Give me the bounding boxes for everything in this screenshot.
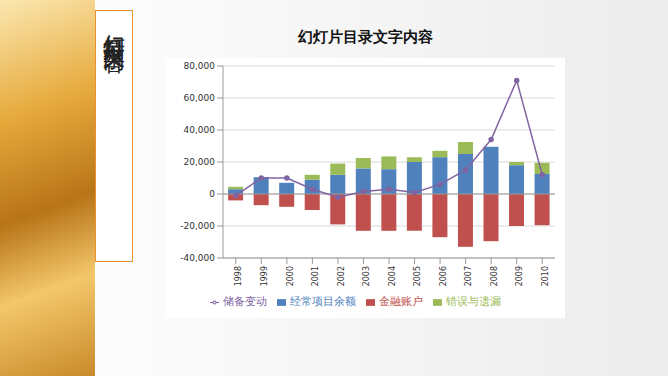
- html-text:储备变动: 储备变动: [222, 295, 267, 308]
- svg-text:2009: 2009: [515, 266, 524, 286]
- svg-text:2006: 2006: [439, 266, 448, 286]
- html-text:幻灯片目录文字内容: 幻灯片目录文字内容: [102, 17, 127, 35]
- svg-text:80,000: 80,000: [184, 61, 216, 71]
- svg-text:0: 0: [209, 189, 215, 199]
- svg-text:-40,000: -40,000: [180, 253, 215, 263]
- svg-text:1998: 1998: [234, 266, 243, 286]
- svg-text:2003: 2003: [362, 266, 371, 286]
- svg-text:2007: 2007: [464, 266, 473, 286]
- svg-text:20,000: 20,000: [184, 157, 216, 167]
- svg-text:40,000: 40,000: [184, 125, 216, 135]
- svg-text:2000: 2000: [286, 266, 295, 286]
- svg-text:-20,000: -20,000: [180, 221, 215, 231]
- svg-text:2001: 2001: [311, 266, 320, 286]
- svg-text:2010: 2010: [541, 266, 550, 286]
- html-text:经常项目余额: 经常项目余额: [289, 295, 356, 308]
- svg-text:2008: 2008: [490, 266, 499, 286]
- svg-text:2002: 2002: [337, 266, 346, 286]
- html-text:错误与遗漏: 错误与遗漏: [445, 295, 501, 308]
- svg-text:1999: 1999: [260, 266, 269, 286]
- html-text:金融账户: 金融账户: [378, 295, 423, 308]
- html-text:幻灯片目录文字内容: 幻灯片目录文字内容: [297, 28, 433, 46]
- svg-text:2005: 2005: [413, 266, 422, 286]
- svg-text:60,000: 60,000: [184, 93, 216, 103]
- svg-text:2004: 2004: [388, 266, 397, 286]
